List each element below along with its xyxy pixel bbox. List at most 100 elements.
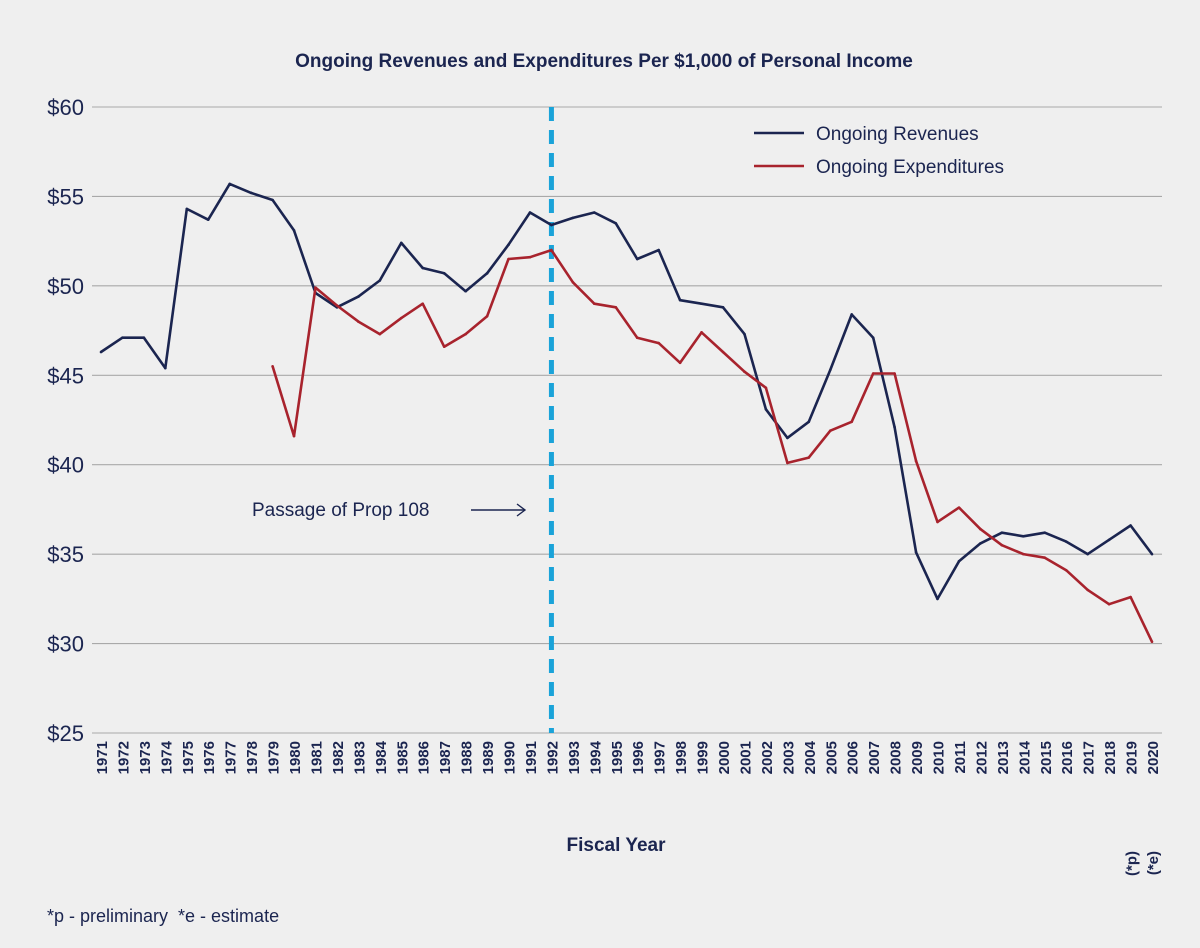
data-point-revenues — [1129, 524, 1132, 527]
data-point-revenues — [828, 368, 832, 372]
data-point-expenditures — [485, 314, 489, 318]
data-point-expenditures — [1000, 543, 1004, 547]
data-point-revenues — [1064, 540, 1068, 543]
data-point-expenditures — [399, 316, 403, 320]
data-point-revenues — [914, 551, 918, 554]
x-tick-label: 2015 — [1038, 741, 1055, 774]
data-point-revenues — [1086, 552, 1089, 556]
x-tick-label: 2016 — [1059, 741, 1076, 774]
y-tick-label: $25 — [47, 721, 84, 746]
data-point-revenues — [99, 350, 103, 354]
data-point-expenditures — [421, 302, 425, 306]
data-point-revenues — [807, 420, 811, 424]
prop108-annotation: Passage of Prop 108 — [252, 500, 527, 521]
grid-layer — [92, 106, 1162, 734]
x-tick-label: 2004 — [802, 740, 819, 774]
x-tick-label: 1990 — [502, 741, 519, 774]
x-tick-label: 1976 — [201, 741, 218, 774]
data-point-revenues — [485, 272, 489, 275]
x-tick-label: 1986 — [416, 741, 433, 774]
data-point-expenditures — [1107, 602, 1111, 606]
data-point-expenditures — [550, 248, 553, 252]
y-tick-label: $40 — [47, 453, 84, 478]
data-point-expenditures — [743, 370, 746, 374]
x-tick-label: 1999 — [695, 741, 712, 774]
data-point-revenues — [1000, 531, 1004, 534]
legend: Ongoing Revenues Ongoing Expenditures — [754, 124, 1004, 178]
data-point-expenditures — [507, 257, 510, 261]
series-layer — [99, 182, 1154, 644]
series-line-expenditures — [271, 248, 1154, 643]
data-point-revenues — [550, 223, 553, 227]
x-tick-label: 2001 — [738, 741, 755, 774]
x-tick-label: 2012 — [973, 741, 990, 774]
x-tick-label: 2020 — [1145, 741, 1162, 774]
data-point-expenditures — [292, 434, 296, 438]
x-tick-labels: 1971 1972 1973 1974 1975 1976 1977 1978 1979 1980… — [94, 740, 1162, 876]
data-point-expenditures — [700, 331, 703, 334]
data-point-expenditures — [850, 420, 854, 424]
x-tick-label: 1987 — [437, 741, 454, 774]
data-point-expenditures — [936, 520, 939, 524]
data-point-expenditures — [1150, 640, 1154, 644]
x-tick-label: 1988 — [459, 741, 476, 774]
data-point-revenues — [228, 182, 231, 186]
x-tick-label: 1998 — [673, 741, 690, 774]
x-tick-label: 1995 — [609, 741, 626, 774]
data-point-expenditures — [1086, 588, 1089, 592]
data-point-revenues — [635, 257, 639, 261]
data-point-expenditures — [786, 461, 789, 465]
data-point-revenues — [571, 216, 575, 220]
data-point-revenues — [1150, 552, 1154, 556]
data-point-expenditures — [614, 306, 618, 309]
data-point-expenditures — [464, 332, 467, 336]
x-tick-label: 1994 — [587, 740, 604, 774]
x-tick-label: 1977 — [223, 741, 240, 774]
data-point-expenditures — [593, 302, 596, 306]
data-point-expenditures — [1043, 556, 1047, 560]
x-tick-label: 1993 — [566, 741, 583, 774]
legend-label-revenues: Ongoing Revenues — [816, 124, 979, 145]
data-point-expenditures — [357, 320, 360, 323]
x-tick-label: 1972 — [115, 741, 132, 774]
data-point-revenues — [979, 542, 982, 545]
data-point-expenditures — [442, 345, 446, 348]
x-tick-label: 1984 — [373, 740, 390, 774]
data-point-revenues — [764, 407, 768, 411]
data-point-revenues — [206, 218, 210, 221]
x-tick-label: 1992 — [544, 741, 561, 774]
chart-title: Ongoing Revenues and Expenditures Per $1… — [295, 51, 913, 72]
data-point-expenditures — [764, 386, 768, 390]
data-point-revenues — [399, 241, 403, 245]
data-point-revenues — [142, 336, 146, 340]
x-tick-label: 1983 — [351, 741, 368, 774]
data-point-expenditures — [893, 372, 896, 375]
data-point-revenues — [357, 295, 360, 298]
x-tick-label: 2014 — [1016, 740, 1033, 774]
data-point-revenues — [678, 298, 682, 302]
x-tick-label: 1989 — [480, 741, 497, 774]
data-point-expenditures — [314, 286, 317, 289]
data-point-revenues — [271, 198, 274, 202]
x-tick-label: 1981 — [309, 741, 326, 774]
data-point-revenues — [786, 436, 789, 440]
data-point-expenditures — [335, 304, 339, 307]
x-tick-label: 1991 — [523, 741, 540, 774]
data-point-expenditures — [1129, 595, 1132, 599]
data-point-revenues — [507, 243, 510, 247]
x-tick-label: 2002 — [759, 741, 776, 774]
data-point-revenues — [1022, 534, 1025, 538]
x-tick-label: 2003 — [780, 741, 797, 774]
data-point-revenues — [292, 229, 296, 232]
data-point-expenditures — [979, 527, 982, 531]
footnote: *p - preliminary *e - estimate — [47, 906, 279, 926]
data-point-expenditures — [1022, 552, 1025, 556]
x-tick-label: 2005 — [823, 741, 840, 774]
x-tick-label: 1979 — [266, 741, 283, 774]
x-tick-label: 1997 — [652, 741, 669, 774]
x-tick-label: 1985 — [394, 741, 411, 774]
data-point-expenditures — [678, 361, 682, 365]
data-point-revenues — [743, 332, 746, 336]
data-point-expenditures — [957, 506, 961, 509]
y-tick-label: $55 — [47, 184, 84, 209]
